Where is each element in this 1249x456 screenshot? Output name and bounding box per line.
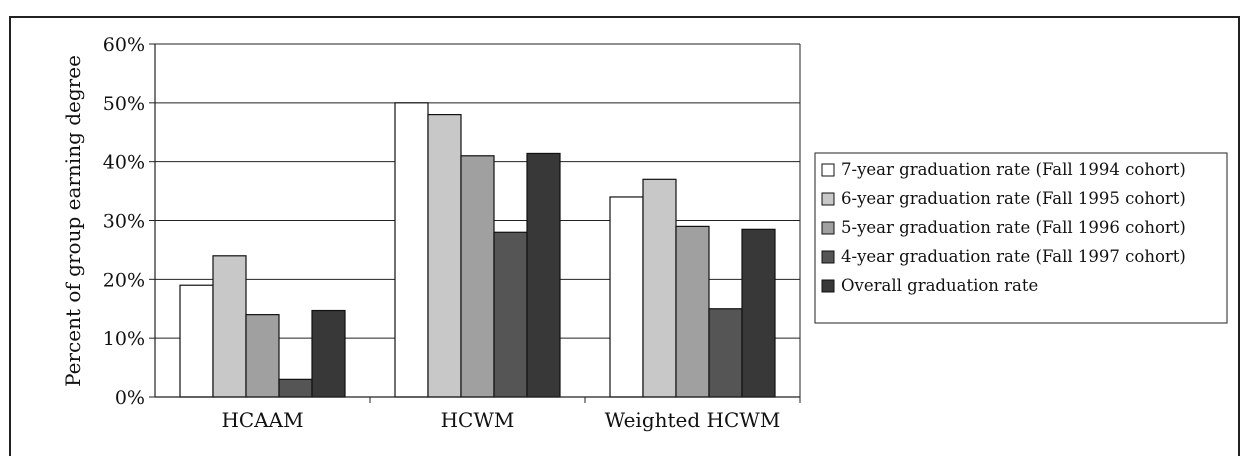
legend: 7-year graduation rate (Fall 1994 cohort… bbox=[814, 152, 1228, 324]
y-tick-label: 0% bbox=[115, 387, 145, 409]
bar bbox=[427, 113, 462, 398]
legend-entry: 5-year graduation rate (Fall 1996 cohort… bbox=[841, 218, 1186, 237]
legend-swatch bbox=[821, 163, 835, 177]
y-tick-label: 40% bbox=[103, 152, 145, 174]
figure-frame bbox=[9, 16, 1240, 456]
bar bbox=[493, 231, 528, 398]
bar bbox=[526, 152, 561, 398]
legend-swatch bbox=[821, 279, 835, 293]
x-tick-label: Weighted HCWM bbox=[605, 408, 781, 432]
bar bbox=[609, 196, 644, 398]
legend-swatch bbox=[821, 250, 835, 264]
bar bbox=[179, 284, 214, 398]
legend-swatch bbox=[821, 221, 835, 235]
bar bbox=[278, 378, 313, 398]
bar bbox=[212, 255, 247, 398]
bars bbox=[179, 102, 776, 398]
legend-box bbox=[814, 152, 1228, 324]
bar bbox=[394, 102, 429, 398]
bar bbox=[642, 178, 677, 398]
y-tick-label: 30% bbox=[103, 211, 145, 233]
legend-swatch bbox=[821, 192, 835, 206]
y-tick-label: 20% bbox=[103, 269, 145, 291]
legend-entry: 6-year graduation rate (Fall 1995 cohort… bbox=[841, 189, 1186, 208]
bar bbox=[741, 228, 776, 398]
x-tick-labels: HCAAM HCWM Weighted HCWM bbox=[221, 408, 780, 432]
y-tick-label: 10% bbox=[103, 328, 145, 350]
y-tick-label: 60% bbox=[103, 34, 145, 56]
y-axis-label: Percent of group earning degree bbox=[61, 55, 85, 387]
bar bbox=[311, 309, 346, 398]
y-tick-label: 50% bbox=[103, 93, 145, 115]
bar bbox=[708, 308, 743, 398]
bar bbox=[460, 155, 495, 398]
bar bbox=[675, 225, 710, 398]
legend-entry: 4-year graduation rate (Fall 1997 cohort… bbox=[841, 247, 1186, 266]
x-tick-label: HCWM bbox=[441, 408, 515, 432]
y-tick-labels: 0% 10% 20% 30% 40% 50% 60% bbox=[103, 34, 145, 409]
axes bbox=[149, 43, 801, 403]
x-tick-label: HCAAM bbox=[221, 408, 303, 432]
legend-entry: Overall graduation rate bbox=[841, 276, 1038, 295]
bar bbox=[245, 314, 280, 398]
legend-entry: 7-year graduation rate (Fall 1994 cohort… bbox=[841, 160, 1186, 179]
